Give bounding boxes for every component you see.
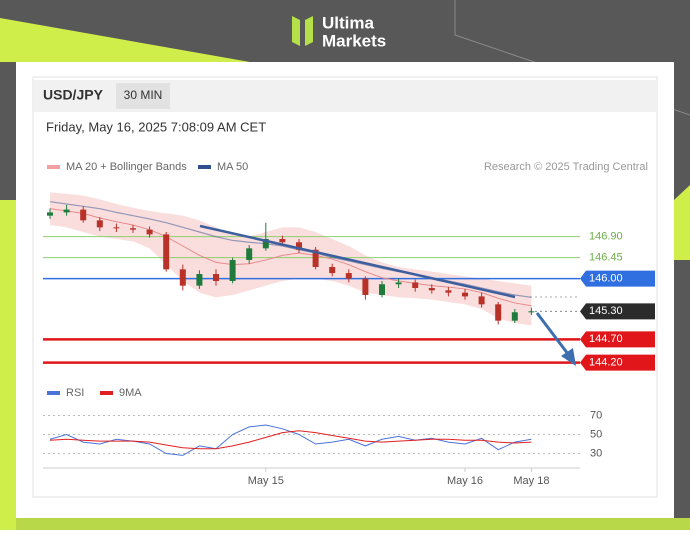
brand-text: Ultima [322, 13, 375, 32]
legend-label: MA 50 [217, 161, 248, 173]
candle-body [296, 242, 302, 250]
candle-body [362, 278, 369, 295]
candle-body [96, 220, 103, 228]
candle-body [179, 269, 186, 286]
candle-body [47, 212, 53, 216]
candle-body [528, 311, 535, 313]
candle-body [63, 209, 70, 213]
accent-shape [674, 185, 690, 260]
candle-body [80, 209, 87, 221]
candle-body [130, 228, 136, 230]
plot: MA 20 + Bollinger Bands MA 50 146.90 146.45… [43, 161, 655, 487]
candle-body [428, 288, 435, 291]
candle-body [345, 273, 352, 279]
logo-icon [305, 16, 313, 46]
y-tick-label: 70 [590, 409, 602, 421]
candle-body [262, 239, 269, 249]
candle-body [312, 249, 319, 267]
legend-label: MA 20 + Bollinger Bands [66, 161, 187, 173]
candle-body [379, 284, 385, 295]
level-label: 146.45 [589, 252, 623, 264]
candle-body [146, 229, 153, 235]
candle-body [495, 304, 502, 321]
series-line [49, 430, 532, 450]
level-label: 144.70 [589, 333, 623, 345]
brand-text: Markets [322, 31, 386, 50]
accent-shape [0, 200, 16, 530]
candle-body [462, 292, 468, 297]
ma-line [49, 208, 532, 307]
timeframe: 30 MIN [124, 88, 163, 102]
credit: Research © 2025 Trading Central [484, 161, 648, 173]
level-box [580, 354, 655, 371]
candle-body [412, 282, 419, 288]
legend-swatch [47, 391, 60, 395]
forecast-arrowhead [561, 348, 576, 366]
level-box [580, 270, 655, 287]
legend-swatch [198, 165, 211, 169]
x-tick-label: May 18 [513, 475, 549, 487]
level-label: 145.30 [589, 305, 623, 317]
candle-body [395, 282, 402, 285]
level-label: 144.20 [589, 357, 623, 369]
candle-body [213, 274, 219, 281]
level-label: 146.00 [589, 273, 623, 285]
accent-shape [16, 518, 690, 530]
bollinger-band [50, 192, 532, 326]
y-tick-label: 50 [590, 428, 602, 440]
candle-body [445, 290, 452, 293]
trend-line [199, 224, 516, 299]
accent-shape [0, 18, 250, 62]
y-tick-label: 30 [590, 447, 602, 459]
legend-label: 9MA [119, 387, 142, 399]
candle-body [196, 274, 203, 286]
candle-body [246, 248, 253, 260]
forecast-arrow [535, 312, 570, 355]
candle-body [163, 234, 170, 270]
level-box [580, 303, 655, 320]
candle-body [229, 260, 236, 281]
symbol: USD/JPY [43, 87, 104, 103]
chart-panel [32, 76, 658, 498]
x-tick-label: May 15 [248, 475, 284, 487]
legend-label: RSI [66, 387, 84, 399]
candle-body [279, 239, 286, 243]
logo-icon [292, 16, 300, 46]
candle-body [478, 296, 485, 305]
legend-swatch [100, 391, 113, 395]
candle-body [329, 267, 336, 274]
level-box [580, 331, 655, 348]
x-tick-label: May 16 [447, 475, 483, 487]
timeframe-badge [116, 83, 170, 109]
candle-body [511, 312, 518, 321]
candle-body [113, 227, 120, 229]
timestamp: Friday, May 16, 2025 7:08:09 AM CET [46, 119, 266, 134]
legend-swatch [47, 165, 60, 169]
level-label: 146.90 [589, 231, 623, 243]
